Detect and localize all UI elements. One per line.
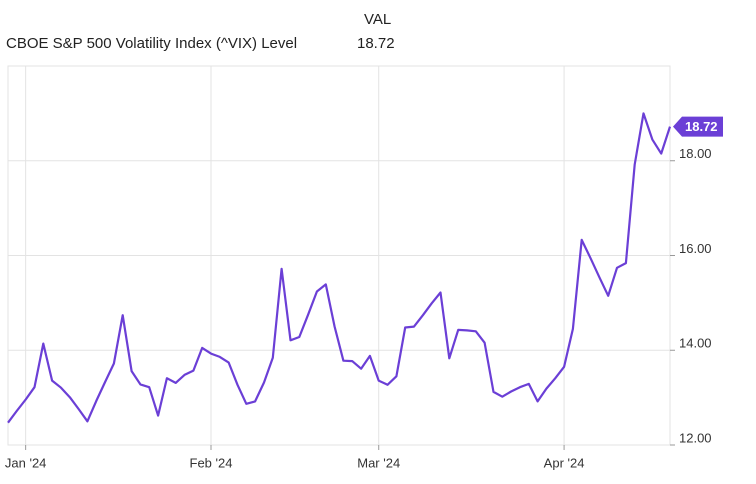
last-value-badge [673,116,723,137]
value-header: VAL [364,11,391,28]
x-tick-label: Apr '24 [544,455,585,470]
x-tick-label: Feb '24 [190,455,233,470]
last-value: 18.72 [357,35,395,52]
series-title: CBOE S&P 500 Volatility Index (^VIX) Lev… [6,35,297,52]
last-value-label: 18.72 [685,119,718,134]
y-tick-label: 14.00 [679,336,712,351]
y-tick-label: 18.00 [679,146,712,161]
series-line [7,112,672,424]
x-tick-label: Mar '24 [357,455,400,470]
y-tick-label: 12.00 [679,430,712,445]
x-tick-label: Jan '24 [5,455,47,470]
y-tick-label: 16.00 [679,241,712,256]
